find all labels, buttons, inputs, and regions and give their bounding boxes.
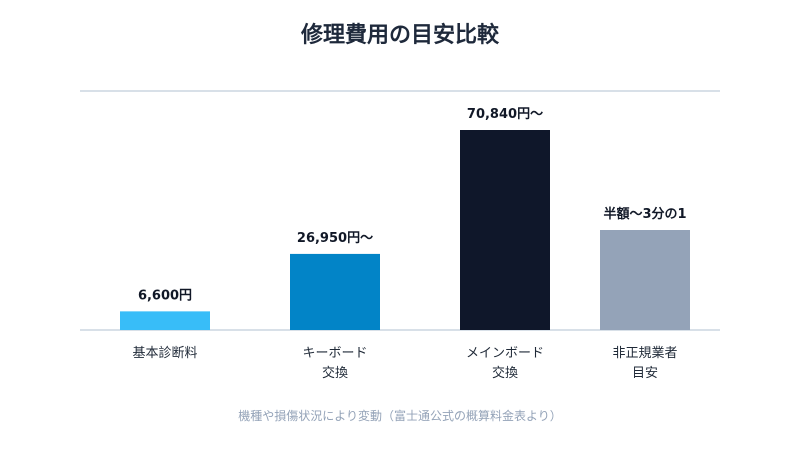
value-label-1: 6,600円 [138,288,192,303]
bar-3 [460,130,550,330]
bar-1 [120,311,210,330]
category-label-3-line-2: 交換 [492,365,518,381]
category-label-2-line-2: 交換 [322,365,348,381]
value-label-4: 半額〜3分の1 [603,206,686,222]
category-label-1-line-1: 基本診断料 [132,345,197,361]
value-labels-group: 6,600円 26,950円〜 70,840円〜半額〜3分の1 [138,107,687,303]
bars-group [120,130,690,330]
category-label-2-line-1: キーボード [302,346,367,361]
value-label-3: 70,840円〜 [467,107,543,122]
category-label-4-line-2: 目安 [632,366,658,381]
bar-2 [290,253,380,330]
category-label-3-line-1: メインボード [466,346,544,361]
chart-title: 修理費用の目安比較 [300,22,500,48]
value-label-2: 26,950円〜 [297,231,373,246]
category-label-4-line-1: 非正規業者 [612,345,677,361]
chart-note: 機種や損傷状況により変動（富士通公式の概算料金表より） [238,408,562,423]
bar-4 [600,230,690,330]
